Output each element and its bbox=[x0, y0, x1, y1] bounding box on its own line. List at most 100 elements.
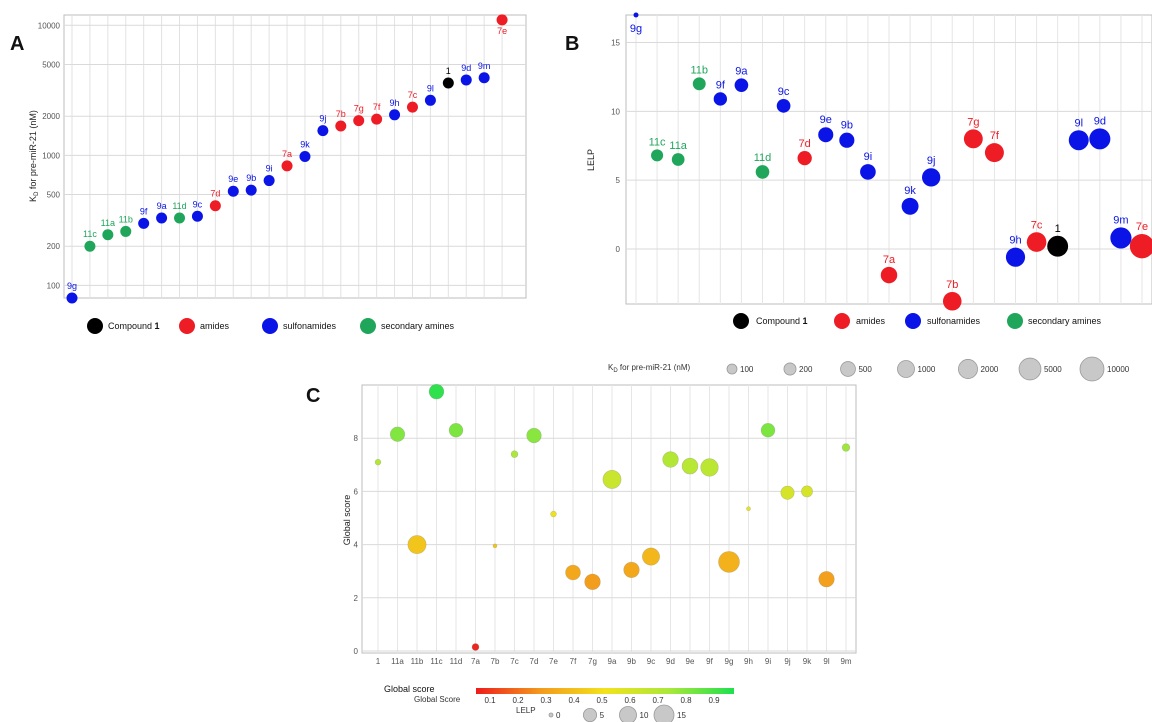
panel-a-point-label: 7c bbox=[408, 90, 418, 100]
panel-a-point bbox=[478, 72, 490, 84]
panel-a-point-label: 9l bbox=[427, 83, 434, 93]
panel-a-y-tick-label: 500 bbox=[47, 190, 61, 199]
panel-b-point-label: 7a bbox=[883, 254, 896, 266]
panel-b-point bbox=[963, 129, 983, 149]
panel-c-point bbox=[492, 543, 498, 549]
panel-c-point bbox=[471, 643, 480, 651]
kd-size-legend-title: KD for pre-miR-21 (nM) bbox=[608, 363, 690, 374]
panel-b-point bbox=[839, 132, 855, 148]
panel-b-point bbox=[984, 143, 1004, 163]
panel-a-point bbox=[317, 125, 329, 137]
panel-c-x-tick-label: 9d bbox=[666, 657, 675, 666]
panel-b-point bbox=[797, 150, 812, 166]
panel-c-y-axis-title: Global score bbox=[342, 495, 352, 546]
panel-b-points: 9g 11c 11a 11b 9f 9a 11d 9c 7d 9e 9b 9i 7a 9k 9j 7b 7g 7f… bbox=[630, 12, 1152, 311]
legend-b-amides-marker bbox=[834, 313, 850, 329]
panel-b-y-tick-label: 15 bbox=[611, 39, 620, 48]
kd-size-legend-label: 100 bbox=[740, 365, 754, 374]
kd-size-legend-label: 5000 bbox=[1044, 365, 1062, 374]
panel-c-x-tick-label: 9h bbox=[744, 657, 753, 666]
panel-a-point-label: 7b bbox=[336, 109, 346, 119]
legend-sulfonamides-label: sulfonamides bbox=[283, 321, 337, 331]
panel-c-x-tick-label: 9e bbox=[686, 657, 695, 666]
panel-a-point-label: 9m bbox=[478, 61, 491, 71]
lelp-size-legend-marker bbox=[582, 707, 598, 722]
panel-c-x-tick-label: 7a bbox=[471, 657, 480, 666]
panel-a-legend: Compound 1 amides sulfonamides secondary… bbox=[87, 318, 455, 334]
panel-b-point-label: 9m bbox=[1113, 214, 1128, 226]
legend-b-compound-label: Compound 1 bbox=[756, 316, 808, 326]
legend-b-secondary-marker bbox=[1007, 313, 1023, 329]
lelp-size-legend-marker bbox=[548, 712, 554, 718]
panel-a-point bbox=[138, 217, 150, 229]
kd-size-legend-label: 2000 bbox=[981, 365, 999, 374]
panel-c-x-tick-label: 1 bbox=[376, 657, 381, 666]
panel-a-y-tick-label: 2000 bbox=[42, 112, 60, 121]
global-score-gradient-tick: 0.3 bbox=[540, 696, 552, 705]
panel-a-point bbox=[156, 212, 168, 224]
panel-a-chart: 100 200 500 1000 2000 5000 10000 KD for pre-mi… bbox=[28, 14, 527, 304]
panel-a-point-label: 9k bbox=[300, 139, 310, 149]
panel-letter-b: B bbox=[565, 33, 579, 55]
panel-b-point bbox=[776, 98, 791, 113]
panel-c-x-tick-label: 9f bbox=[706, 657, 713, 666]
panel-b-point-label: 9g bbox=[630, 23, 642, 35]
panel-a-point bbox=[174, 212, 186, 224]
legend-b-secondary-label: secondary amines bbox=[1028, 316, 1102, 326]
lelp-size-legend-marker bbox=[619, 706, 637, 722]
panel-b-point bbox=[1005, 247, 1026, 267]
panel-b-point-label: 9j bbox=[927, 155, 936, 167]
global-score-gradient-tick: 0.7 bbox=[652, 696, 664, 705]
panel-c-point bbox=[642, 547, 660, 566]
legend-b-amides-label: amides bbox=[856, 316, 886, 326]
panel-a-point bbox=[209, 200, 221, 212]
panel-c-x-tick-label: 7f bbox=[570, 657, 577, 666]
panel-c-x-tick-label: 11d bbox=[450, 657, 463, 666]
legend-b-compound-marker bbox=[733, 313, 749, 329]
panel-c-point bbox=[780, 485, 795, 500]
panel-b-point-label: 1 bbox=[1055, 223, 1061, 235]
panel-c-point bbox=[407, 535, 427, 555]
panel-c-point bbox=[801, 485, 813, 498]
legend-compound-marker bbox=[87, 318, 103, 334]
global-score-gradient-bar bbox=[476, 688, 734, 694]
panel-a-point-label: 9e bbox=[228, 174, 238, 184]
panel-b-point-label: 9a bbox=[735, 65, 748, 77]
kd-size-legend-marker bbox=[840, 361, 856, 377]
panel-c-x-tick-label: 9m bbox=[840, 657, 851, 666]
panel-c-point bbox=[718, 551, 740, 573]
panel-b-point bbox=[651, 149, 664, 162]
lelp-size-legend-label: 10 bbox=[640, 711, 649, 720]
panel-a-point bbox=[371, 113, 383, 125]
panel-a-point-label: 9h bbox=[390, 98, 400, 108]
panel-a-point bbox=[442, 77, 454, 89]
panel-b-legend: Compound 1 amides sulfonamides secondary… bbox=[733, 313, 1102, 329]
panel-a-y-axis-title: KD for pre-miR-21 (nM) bbox=[28, 110, 40, 202]
panel-a-point bbox=[66, 292, 78, 304]
panel-b-point-label: 7d bbox=[799, 138, 811, 150]
panel-a-point-label: 1 bbox=[446, 66, 451, 76]
panel-b-point bbox=[692, 77, 706, 91]
panel-c-point bbox=[602, 470, 622, 489]
panel-b-point-label: 9i bbox=[864, 151, 873, 163]
panel-a-point-label: 7f bbox=[373, 102, 381, 112]
panel-c-y-tick-label: 2 bbox=[354, 594, 359, 603]
legend-secondary-label: secondary amines bbox=[381, 321, 455, 331]
panel-b-point bbox=[734, 78, 749, 93]
panel-a-point-label: 9j bbox=[319, 114, 326, 124]
panel-c-point bbox=[623, 561, 640, 578]
panel-b-y-tick-label: 10 bbox=[611, 107, 620, 116]
panel-b-point-label: 9f bbox=[716, 79, 726, 91]
panel-c-point bbox=[510, 450, 519, 458]
lelp-size-legend: LELP 0 5 10 15 bbox=[516, 704, 686, 722]
panel-c-point bbox=[746, 506, 751, 511]
kd-size-legend-marker bbox=[1018, 357, 1042, 381]
legend-secondary-marker bbox=[360, 318, 376, 334]
panel-a-point bbox=[335, 120, 347, 132]
panel-letter-c: C bbox=[306, 385, 320, 407]
global-score-gradient-tick: 0.2 bbox=[512, 696, 524, 705]
panel-c-point bbox=[550, 510, 557, 518]
panel-c-point bbox=[662, 451, 679, 468]
panel-a-point bbox=[281, 160, 293, 172]
